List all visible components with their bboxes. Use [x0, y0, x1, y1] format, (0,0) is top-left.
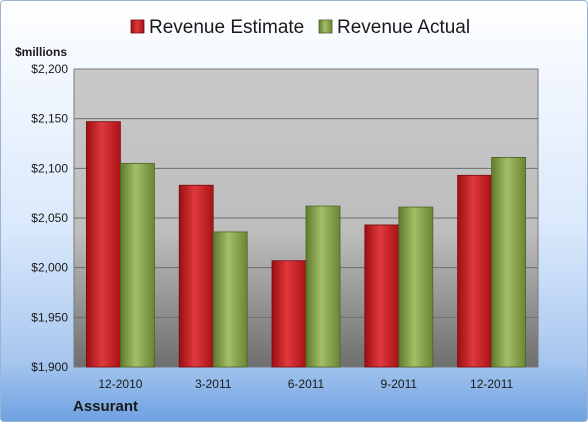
y-tick-label: $2,200: [31, 62, 68, 76]
x-tick-label: 12-2010: [98, 377, 142, 391]
bar-revenue-actual: [305, 205, 341, 368]
bar-revenue-actual: [398, 206, 434, 368]
legend: Revenue Estimate Revenue Actual: [130, 17, 470, 38]
bar-revenue-actual: [212, 231, 248, 368]
x-tick-label: 12-2011: [470, 377, 513, 391]
bars: [86, 121, 527, 368]
bar-revenue-estimate: [178, 184, 214, 368]
legend-swatch-revenue-estimate: [130, 19, 145, 34]
y-axis-unit-label: $millions: [15, 45, 67, 59]
y-tick-label: $2,000: [31, 261, 68, 275]
bar-revenue-actual: [491, 157, 527, 368]
bar-revenue-actual: [120, 162, 155, 368]
legend-swatch-revenue-actual: [318, 19, 333, 34]
company-name: Assurant: [73, 398, 138, 415]
x-tick-label: 6-2011: [288, 377, 325, 391]
x-tick-label: 3-2011: [195, 377, 232, 391]
legend-label-revenue-actual: Revenue Actual: [337, 17, 470, 38]
y-tick-label: $2,050: [31, 211, 68, 225]
y-tick-label: $2,150: [31, 112, 68, 126]
bar-revenue-estimate: [457, 174, 493, 368]
bar-revenue-estimate: [271, 260, 307, 368]
x-axis-ticks: 12-2010 3-2011 6-2011 9-2011 12-2011: [98, 377, 513, 391]
x-tick-label: 9-2011: [381, 377, 418, 391]
legend-label-revenue-estimate: Revenue Estimate: [149, 17, 304, 38]
bar-revenue-estimate: [364, 224, 400, 368]
y-tick-label: $1,950: [31, 310, 68, 324]
y-axis-ticks: $1,900 $1,950 $2,000 $2,050 $2,100 $2,150 $2,2…: [31, 62, 68, 374]
y-tick-label: $2,100: [31, 161, 68, 175]
bar-revenue-estimate: [86, 121, 121, 368]
y-tick-label: $1,900: [31, 360, 68, 374]
